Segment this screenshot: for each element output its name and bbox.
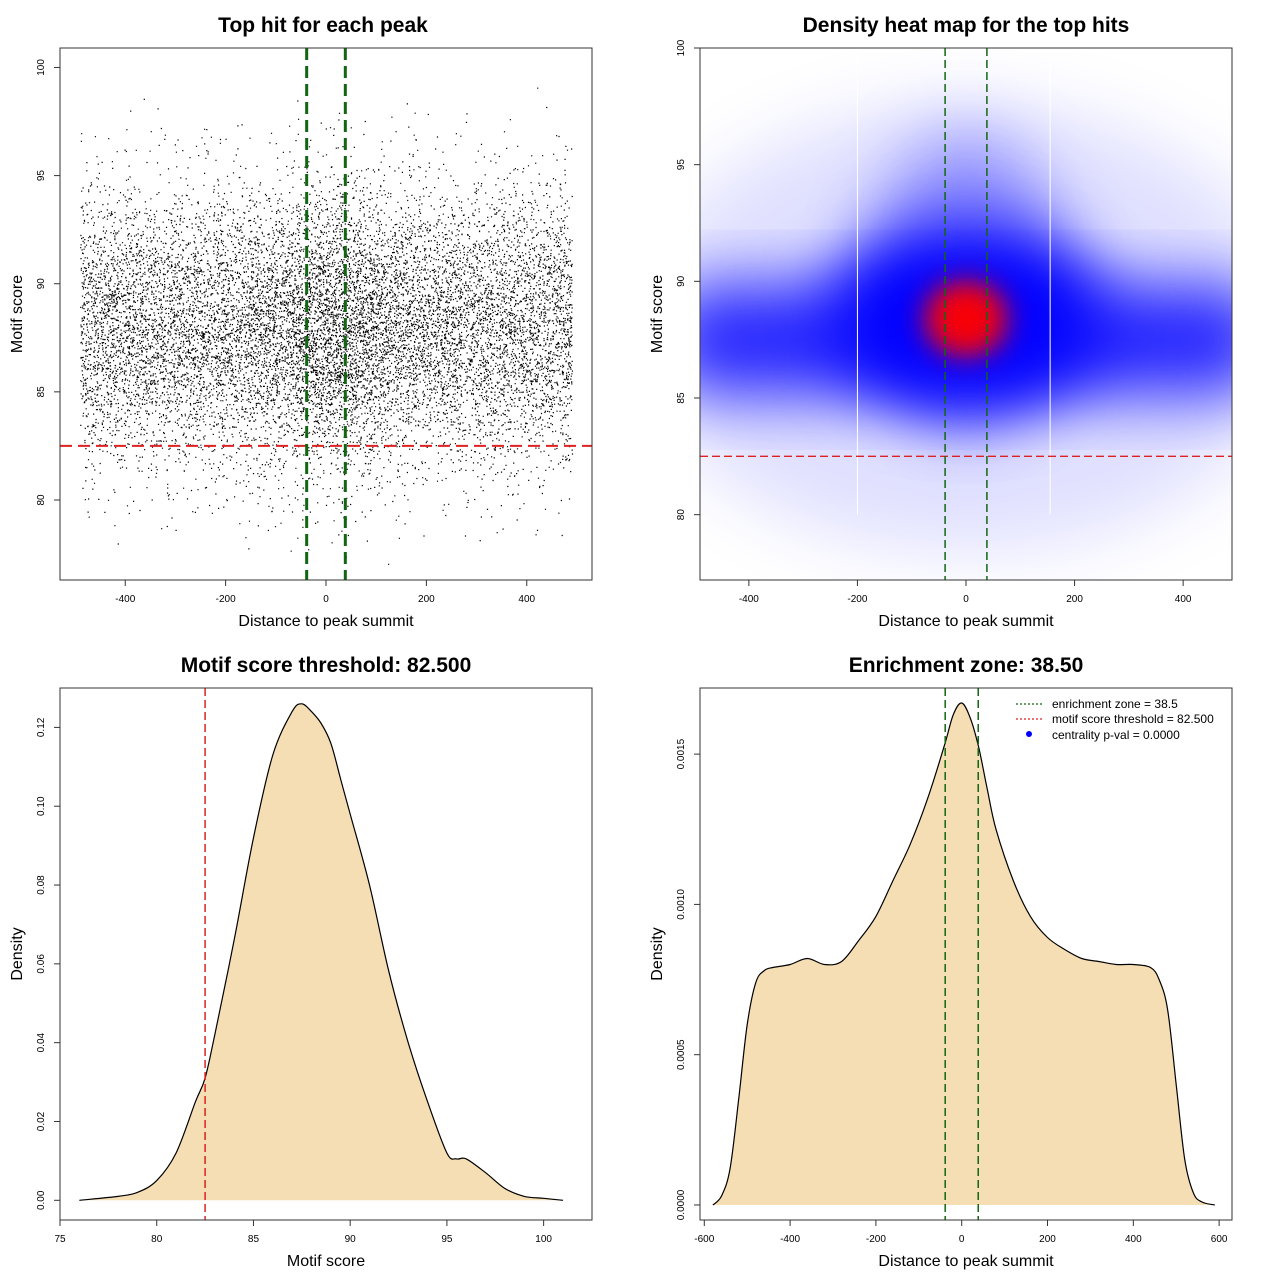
heatmap-ytick-label: 100 — [676, 39, 687, 56]
distance-xlabel: Distance to peak summit — [878, 1253, 1054, 1270]
scatter-xtick-label: -200 — [216, 594, 236, 605]
distance-ytick-label: 0.0010 — [676, 889, 687, 920]
distance-density-area — [712, 702, 1215, 1206]
scatter-ytick-label: 95 — [36, 170, 47, 182]
scatter-reference-lines — [60, 48, 592, 580]
score-density-panel: Motif score threshold: 82.500 75 80 85 90 95… — [9, 654, 593, 1270]
heatmap-xtick-label: 400 — [1175, 594, 1192, 605]
scatter-ytick-label: 80 — [36, 494, 47, 506]
scatter-ytick-label: 85 — [36, 386, 47, 398]
score-xtick-label: 80 — [151, 1234, 163, 1245]
distance-reference-lines — [944, 688, 979, 1220]
legend-item-enrichment-zone: enrichment zone = 38.5 — [1052, 697, 1178, 711]
heatmap-panel: Density heat map for the top hits -400 -2… — [649, 14, 1233, 630]
heatmap-xtick-label: 200 — [1066, 594, 1083, 605]
heatmap-xtick-label: -200 — [847, 594, 867, 605]
score-density-fill — [79, 703, 564, 1201]
score-ytick-label: 0.00 — [36, 1190, 47, 1210]
score-ytick-label: 0.10 — [36, 796, 47, 816]
distance-xtick-label: 400 — [1125, 1234, 1142, 1245]
score-ylabel: Density — [9, 927, 26, 980]
heatmap-reference-lines — [700, 48, 1232, 580]
scatter-x-axis: -400 -200 0 200 400 — [115, 580, 536, 605]
score-y-axis: 0.00 0.02 0.04 0.06 0.08 0.10 0.12 — [36, 717, 60, 1210]
score-xtick-label: 75 — [54, 1234, 66, 1245]
distance-density-fill — [712, 702, 1215, 1205]
scatter-title: Top hit for each peak — [218, 14, 428, 37]
score-ytick-label: 0.04 — [36, 1032, 47, 1052]
score-plot-frame — [59, 687, 593, 1221]
heatmap-density-field — [700, 104, 1232, 552]
distance-ylabel: Density — [649, 927, 666, 980]
distance-ytick-label: 0.0005 — [676, 1039, 687, 1070]
distance-density-curve — [712, 702, 1215, 1206]
heatmap-ytick-label: 90 — [676, 275, 687, 287]
score-xtick-label: 85 — [248, 1234, 260, 1245]
heatmap-ylabel: Motif score — [649, 275, 666, 353]
distance-xtick-label: -200 — [866, 1234, 886, 1245]
distance-ytick-label: 0.0000 — [676, 1189, 687, 1220]
legend: enrichment zone = 38.5 motif score thres… — [1016, 697, 1214, 742]
score-density-title: Motif score threshold: 82.500 — [181, 654, 472, 677]
score-ytick-label: 0.02 — [36, 1111, 47, 1131]
distance-density-panel: Enrichment zone: 38.50 -600 -400 -200 0 200 4… — [649, 654, 1233, 1270]
score-xlabel: Motif score — [287, 1253, 365, 1270]
score-density-curve — [79, 703, 564, 1201]
distance-xtick-label: -600 — [694, 1234, 714, 1245]
scatter-xlabel: Distance to peak summit — [238, 613, 414, 630]
score-ytick-label: 0.12 — [36, 717, 47, 737]
scatter-xtick-label: 200 — [418, 594, 435, 605]
distance-ytick-label: 0.0015 — [676, 738, 687, 769]
score-xtick-label: 100 — [535, 1234, 552, 1245]
heatmap-y-axis: 80 85 90 95 100 — [676, 39, 700, 520]
heatmap-xtick-label: -400 — [739, 594, 759, 605]
heatmap-hotspot-center — [944, 298, 988, 339]
legend-key-pvalue-dot — [1026, 731, 1032, 737]
heatmap-xtick-label: 0 — [963, 594, 969, 605]
scatter-ytick-label: 90 — [36, 278, 47, 290]
heatmap-x-axis: -400 -200 0 200 400 — [739, 580, 1192, 605]
distance-y-axis: 0.0000 0.0005 0.0010 0.0015 — [676, 738, 700, 1220]
score-xtick-label: 90 — [345, 1234, 357, 1245]
distance-x-axis: -600 -400 -200 0 200 400 600 — [694, 1220, 1228, 1245]
heatmap-ytick-label: 95 — [676, 159, 687, 171]
legend-item-pvalue: centrality p-val = 0.0000 — [1052, 728, 1180, 742]
distance-plot-frame — [699, 687, 1233, 1221]
heatmap-xlabel: Distance to peak summit — [878, 613, 1054, 630]
scatter-panel: Top hit for each peak -400 -200 0 200 400 80… — [9, 14, 593, 630]
distance-xtick-label: -400 — [780, 1234, 800, 1245]
legend-item-threshold: motif score threshold = 82.500 — [1052, 712, 1214, 726]
distance-density-title: Enrichment zone: 38.50 — [849, 654, 1084, 677]
score-xtick-label: 95 — [441, 1234, 453, 1245]
score-density-area — [79, 703, 564, 1201]
heatmap-title: Density heat map for the top hits — [803, 14, 1130, 37]
score-x-axis: 75 80 85 90 95 100 — [54, 1220, 552, 1245]
scatter-xtick-label: -400 — [115, 594, 135, 605]
score-ytick-label: 0.08 — [36, 875, 47, 895]
heatmap-density — [700, 48, 1232, 580]
scatter-xtick-label: 400 — [518, 594, 535, 605]
scatter-y-axis: 80 85 90 95 100 — [36, 59, 60, 506]
heatmap-ytick-label: 85 — [676, 392, 687, 404]
scatter-ylabel: Motif score — [9, 275, 26, 353]
score-ytick-label: 0.06 — [36, 954, 47, 974]
scatter-xtick-label: 0 — [323, 594, 329, 605]
distance-xtick-label: 600 — [1211, 1234, 1228, 1245]
heatmap-ytick-label: 80 — [676, 509, 687, 521]
distance-xtick-label: 200 — [1039, 1234, 1056, 1245]
distance-xtick-label: 0 — [959, 1234, 965, 1245]
scatter-ytick-label: 100 — [36, 59, 47, 76]
